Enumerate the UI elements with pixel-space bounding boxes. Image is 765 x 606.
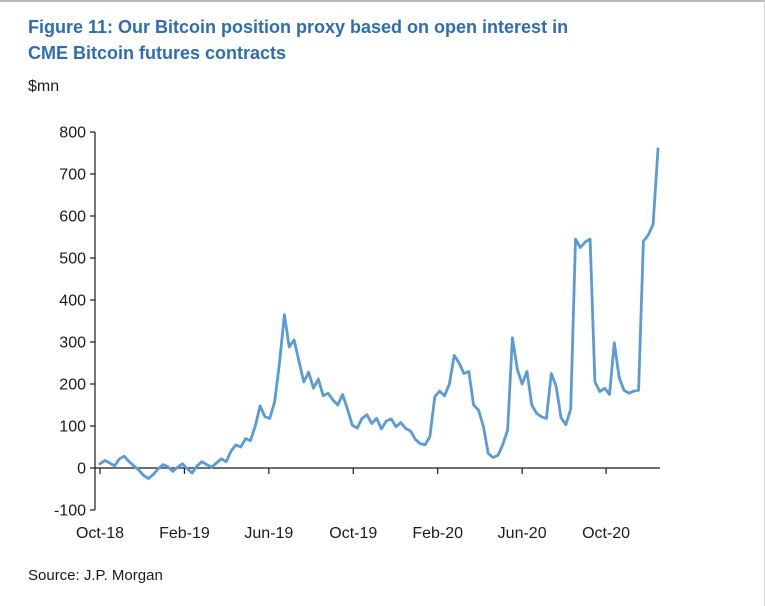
y-tick-label: 300 <box>59 335 86 352</box>
y-tick-label: 700 <box>59 167 86 184</box>
y-tick-label: 500 <box>59 251 86 268</box>
y-tick-label: 800 <box>59 125 86 142</box>
y-tick-label: 400 <box>59 293 86 310</box>
figure-title: Figure 11: Our Bitcoin position proxy ba… <box>28 14 568 66</box>
source-note: Source: J.P. Morgan <box>28 567 163 584</box>
y-tick-label: 100 <box>59 419 86 436</box>
x-tick-label: Oct-20 <box>582 525 630 542</box>
y-tick-label: 600 <box>59 209 86 226</box>
series-line <box>98 147 660 480</box>
figure-title-line-2: CME Bitcoin futures contracts <box>28 43 287 63</box>
x-tick-label: Feb-20 <box>412 525 463 542</box>
y-tick-label: -100 <box>54 503 86 520</box>
x-tick-label: Oct-19 <box>329 525 377 542</box>
x-tick-label: Oct-18 <box>76 525 124 542</box>
y-tick-label: 200 <box>59 377 86 394</box>
y-axis-unit-label: $mn <box>28 78 60 95</box>
y-tick-label: 0 <box>77 461 86 478</box>
x-tick-label: Feb-19 <box>159 525 210 542</box>
figure-title-line-1: Figure 11: Our Bitcoin position proxy ba… <box>28 17 569 37</box>
x-tick-label: Jun-19 <box>244 525 293 542</box>
x-tick-label: Jun-20 <box>498 525 547 542</box>
